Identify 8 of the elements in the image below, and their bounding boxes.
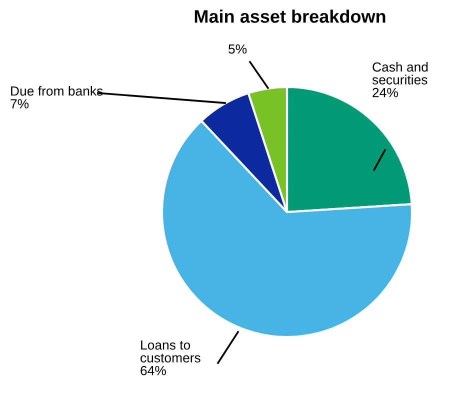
slice-label: Due from banks	[11, 86, 103, 96]
data-label: 7%	[10, 99, 29, 108]
data-label: 5%	[228, 44, 247, 54]
slice-label: Loans to customers	[140, 340, 200, 362]
chart-title: Main asset breakdown	[194, 10, 386, 23]
data-label: 24%	[372, 88, 398, 98]
data-label: 64%	[140, 366, 166, 376]
slice-label: Cash and securities	[372, 62, 428, 84]
